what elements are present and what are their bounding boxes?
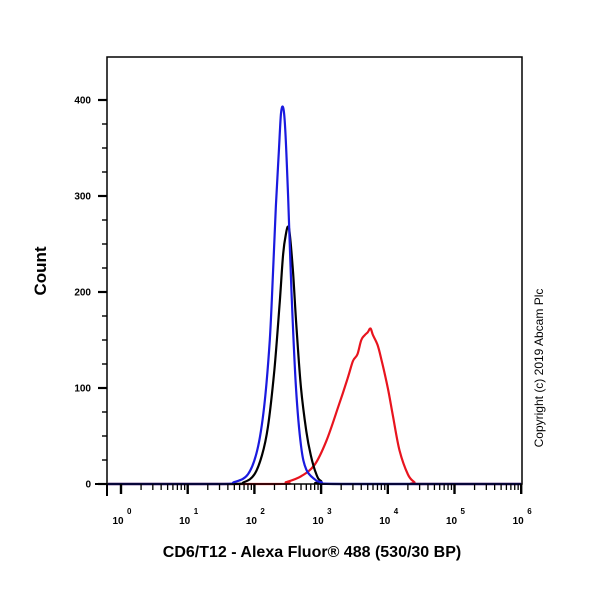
x-tick-base: 10 [379, 516, 391, 527]
x-tick-label: 106 [513, 507, 533, 527]
histogram-curves [107, 105, 521, 486]
y-axis-title: Count [31, 246, 50, 295]
histogram-series-blue [107, 105, 521, 486]
x-tick-label: 100 [112, 507, 132, 527]
x-tick-label: 101 [179, 507, 199, 527]
x-tick-base: 10 [246, 516, 258, 527]
x-tick-exponent: 2 [260, 507, 265, 516]
histogram-series-black [107, 225, 521, 486]
x-tick-exponent: 5 [461, 507, 466, 516]
y-axis: 0 100 200 300 400 [74, 96, 108, 496]
y-tick-label: 300 [74, 192, 91, 203]
copyright-annotation: Copyright (c) 2019 Abcam Plc [532, 289, 546, 448]
y-tick-label: 400 [74, 96, 91, 107]
x-tick-exponent: 6 [527, 507, 532, 516]
x-tick-label: 102 [246, 507, 266, 527]
x-tick-label: 104 [379, 507, 399, 527]
x-tick-label: 103 [313, 507, 333, 527]
x-tick-base: 10 [112, 516, 124, 527]
x-tick-exponent: 4 [394, 507, 399, 516]
y-tick-label: 200 [74, 288, 91, 299]
x-tick-exponent: 0 [127, 507, 132, 516]
y-tick-label: 100 [74, 384, 91, 395]
x-tick-base: 10 [446, 516, 458, 527]
plot-frame [106, 56, 523, 485]
x-tick-base: 10 [513, 516, 525, 527]
y-tick-label: 0 [85, 480, 91, 491]
x-tick-base: 10 [179, 516, 191, 527]
x-tick-exponent: 1 [194, 507, 199, 516]
x-tick-exponent: 3 [327, 507, 332, 516]
histogram-series-red [107, 327, 521, 486]
x-tick-label: 105 [446, 507, 466, 527]
x-axis-title: CD6/T12 - Alexa Fluor® 488 (530/30 BP) [163, 544, 461, 561]
x-tick-base: 10 [313, 516, 325, 527]
